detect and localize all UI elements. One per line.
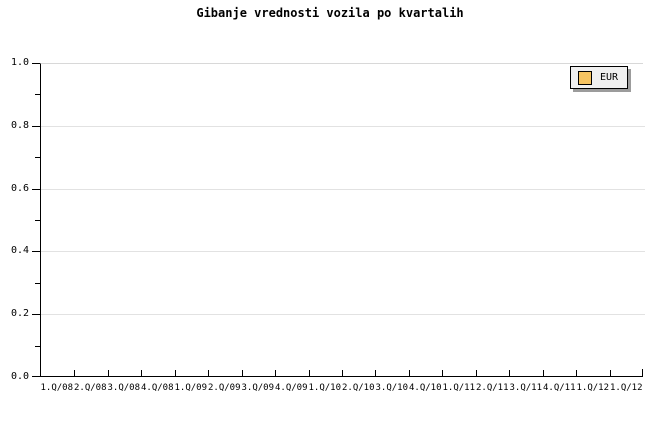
x-axis-tick-label: 1.Q/08 xyxy=(40,383,73,393)
x-axis-tick-label: 1.Q/12 xyxy=(609,383,643,393)
y-axis-major-tick xyxy=(32,63,40,64)
x-axis-tick xyxy=(308,370,310,376)
x-axis-tick xyxy=(342,370,343,376)
legend-label-eur: EUR xyxy=(600,72,619,83)
x-axis-tick xyxy=(542,370,544,376)
x-axis-tick xyxy=(408,370,410,376)
gridline xyxy=(41,188,645,190)
x-axis-tick-label: 4.Q/09 xyxy=(274,383,308,393)
x-axis-tick xyxy=(475,370,477,376)
x-axis-tick xyxy=(241,370,243,376)
y-axis-minor-tick xyxy=(35,282,40,284)
chart-title: Gibanje vrednosti vozila po kvartalih xyxy=(196,6,464,20)
x-axis-end-tick xyxy=(642,369,643,376)
y-axis-tick-label: 0.8 xyxy=(10,119,29,131)
x-axis-tick xyxy=(509,370,511,376)
y-axis-major-tick xyxy=(32,188,40,190)
x-axis-tick-label: 4.Q/11 xyxy=(542,383,576,393)
y-axis-tick-label: 0.4 xyxy=(10,245,29,257)
x-axis-tick-label: 1.Q/12 xyxy=(576,383,609,393)
y-axis-minor-tick xyxy=(35,345,40,347)
y-axis-minor-tick xyxy=(35,220,40,221)
x-axis-tick-label: 1.Q/11 xyxy=(442,383,475,393)
y-axis: 1.0 0.8 0.6 0.4 0.2 0.0 xyxy=(0,58,40,382)
plot-area xyxy=(40,63,645,377)
x-axis-tick-label: 2.Q/08 xyxy=(73,383,107,393)
gridline xyxy=(41,251,645,253)
x-axis-tick-label: 3.Q/10 xyxy=(375,383,408,393)
y-axis-tick-label: 0.2 xyxy=(10,308,29,320)
y-axis-major-tick xyxy=(32,251,40,253)
gridline xyxy=(41,126,645,128)
x-axis-tick xyxy=(208,370,210,376)
y-axis-major-tick xyxy=(32,376,40,377)
x-axis-tick xyxy=(275,370,277,376)
x-axis-tick-label: 1.Q/09 xyxy=(174,383,207,393)
x-axis-tick-label: 2.Q/11 xyxy=(475,383,509,393)
x-axis-tick-label: 3.Q/09 xyxy=(241,383,274,393)
legend: EUR xyxy=(570,66,629,89)
x-axis-tick xyxy=(74,370,76,376)
x-axis-tick-label: 3.Q/11 xyxy=(509,383,542,393)
x-axis-tick xyxy=(107,370,109,376)
x-axis-tick-label: 2.Q/09 xyxy=(207,383,241,393)
y-axis-tick-label: 0.0 xyxy=(10,371,29,382)
x-axis-tick xyxy=(609,370,611,376)
x-axis-tick xyxy=(375,370,377,376)
x-axis-labels: 1.Q/08 2.Q/08 3.Q/08 4.Q/08 1.Q/09 2.Q/09 3.Q/… xyxy=(40,382,643,394)
x-axis-tick xyxy=(141,370,143,376)
x-axis-tick-label: 4.Q/08 xyxy=(140,383,174,393)
y-axis-minor-tick xyxy=(35,94,40,96)
gridline xyxy=(41,313,645,315)
x-axis-tick-label: 2.Q/10 xyxy=(341,383,375,393)
legend-swatch-eur xyxy=(578,70,592,85)
y-axis-minor-tick xyxy=(35,157,40,159)
x-axis-tick xyxy=(576,370,578,376)
y-axis-tick-label: 0.6 xyxy=(10,182,29,194)
x-axis-tick-label: 3.Q/08 xyxy=(107,383,140,393)
x-axis-tick xyxy=(442,370,444,376)
x-axis-tick-label: 1.Q/10 xyxy=(308,383,341,393)
y-axis-tick-label: 1.0 xyxy=(10,57,29,68)
x-axis-tick xyxy=(174,370,176,376)
y-axis-major-tick xyxy=(32,314,40,316)
y-axis-major-tick xyxy=(32,125,40,127)
x-axis-tick-label: 4.Q/10 xyxy=(408,383,442,393)
